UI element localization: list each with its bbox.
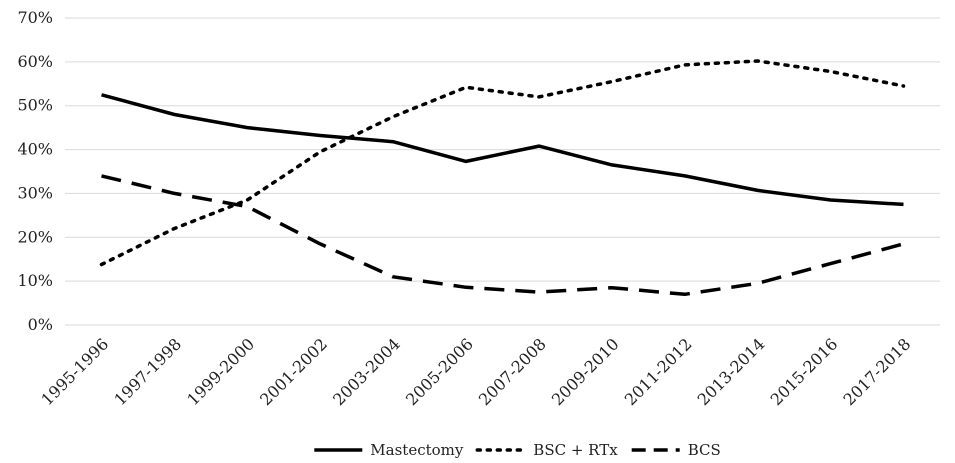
y-tick-label: 60% xyxy=(17,52,53,71)
x-tick-label: 1995-1996 xyxy=(37,334,112,409)
series-lines xyxy=(99,59,906,297)
y-tick-label: 70% xyxy=(17,8,53,27)
y-tick-label: 50% xyxy=(17,96,53,115)
x-tick-label: 2009-2010 xyxy=(548,334,623,409)
x-tick-label: 2003-2004 xyxy=(329,334,404,409)
y-tick-label: 10% xyxy=(17,271,53,290)
x-axis-tick-labels: 1995-19961997-19981999-20002001-20022003… xyxy=(37,334,914,409)
series-line-mastectomy xyxy=(101,93,904,207)
x-tick-label: 2017-2018 xyxy=(840,334,915,409)
series-line-bsc-rtx xyxy=(99,59,906,267)
y-tick-label: 30% xyxy=(17,183,53,202)
y-tick-label: 20% xyxy=(17,227,53,246)
x-tick-label: 2005-2006 xyxy=(402,334,477,409)
legend-label: BSC + RTx xyxy=(533,441,618,459)
legend-item: BSC + RTx xyxy=(475,441,618,459)
x-tick-label: 1999-2000 xyxy=(183,334,258,409)
legend-label: Mastectomy xyxy=(370,441,464,459)
x-tick-label: 2007-2008 xyxy=(475,334,550,409)
x-tick-label: 2013-2014 xyxy=(694,334,769,409)
x-tick-label: 2001-2002 xyxy=(256,334,331,409)
x-tick-label: 1997-1998 xyxy=(110,334,185,409)
x-tick-label: 2011-2012 xyxy=(621,334,696,409)
series-line-bcs xyxy=(101,174,904,297)
y-axis-tick-labels: 0% 10% 20% 30% 40% 50% 60% 70% xyxy=(17,8,53,334)
legend: Mastectomy BSC + RTx BCS xyxy=(314,441,721,459)
legend-item: BCS xyxy=(631,441,721,459)
gridlines xyxy=(65,17,940,326)
y-tick-label: 0% xyxy=(28,315,53,334)
legend-item: Mastectomy xyxy=(314,441,464,459)
y-tick-label: 40% xyxy=(17,140,53,159)
x-tick-label: 2015-2016 xyxy=(767,334,842,409)
legend-label: BCS xyxy=(688,441,721,459)
